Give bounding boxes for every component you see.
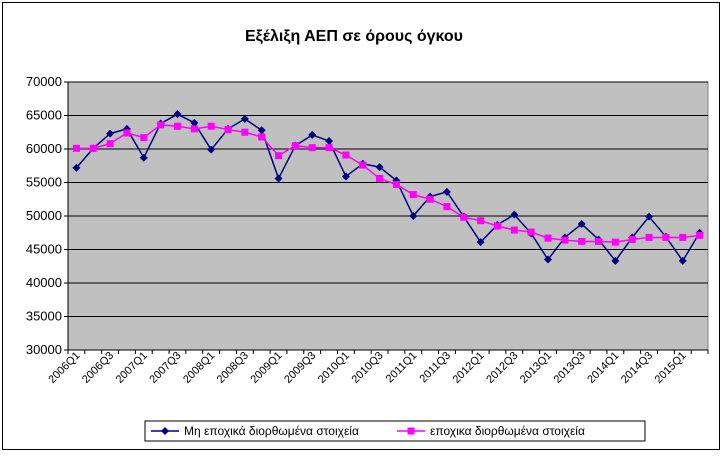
data-point-square [258, 133, 266, 141]
data-point-square [241, 128, 249, 136]
x-tick-label: 2012Q3 [484, 350, 520, 386]
x-tick-label: 2006Q3 [80, 350, 116, 386]
x-tick-label: 2013Q1 [518, 350, 554, 386]
x-tick-label: 2007Q1 [114, 350, 150, 386]
legend-label-2: εποχικα διορθωμένα στοιχεία [430, 424, 585, 438]
data-point-square [106, 140, 114, 148]
data-point-diamond [173, 110, 182, 119]
data-point-diamond [409, 212, 418, 220]
data-point-square [477, 217, 485, 225]
data-point-diamond [476, 238, 485, 247]
series-line-1 [75, 113, 701, 263]
data-point-diamond [257, 126, 266, 135]
data-point-square [561, 236, 569, 244]
data-point-square [696, 231, 704, 239]
legend-box [144, 420, 646, 442]
data-point-diamond [106, 129, 115, 138]
legend-marker-diamond [161, 427, 169, 435]
data-point-square [595, 237, 603, 245]
chart-svg: Εξέλιξη ΑΕΠ σε όρους όγκου 30000 35000 400… [26, 28, 709, 442]
data-point-diamond [510, 210, 519, 219]
data-point-square [493, 222, 501, 230]
data-point-square [359, 161, 367, 169]
y-tick-label: 50000 [26, 208, 62, 223]
data-point-diamond [375, 163, 384, 172]
data-point-square [443, 203, 451, 211]
x-tick-label: 2008Q3 [215, 350, 251, 386]
data-point-square [157, 121, 165, 129]
x-tick-label: 2011Q1 [384, 350, 420, 386]
x-tick-label: 2010Q3 [350, 350, 386, 386]
legend-label-1: Μη εποχικά διορθωμένα στοιχεία [184, 424, 359, 438]
data-point-square [645, 233, 653, 241]
y-tick-label: 40000 [26, 275, 62, 290]
data-point-square [679, 233, 687, 241]
data-point-square [628, 235, 636, 243]
chart-title: Εξέλιξη ΑΕΠ σε όρους όγκου [245, 28, 463, 45]
y-tick-label: 70000 [26, 74, 62, 89]
data-point-square [291, 142, 299, 150]
data-point-square [308, 144, 316, 152]
data-point-square [123, 129, 131, 137]
data-point-diamond [645, 212, 654, 221]
data-point-square [89, 144, 97, 152]
data-point-diamond [72, 163, 81, 172]
data-point-square [392, 181, 400, 189]
data-point-square [72, 144, 80, 152]
x-tick-label: 2007Q3 [147, 350, 183, 386]
data-point-square [544, 234, 552, 242]
x-tick-label: 2009Q3 [282, 350, 318, 386]
data-point-square [578, 237, 586, 245]
data-point-square [426, 195, 434, 203]
y-tick-label: 55000 [26, 175, 62, 190]
y-tick-label: 35000 [26, 309, 62, 324]
data-point-square [460, 213, 468, 221]
x-tick-label: 2008Q1 [181, 350, 217, 386]
y-tick-label: 65000 [26, 108, 62, 123]
data-point-diamond [325, 136, 334, 145]
y-tick-label: 45000 [26, 242, 62, 257]
plot-area: 30000 35000 40000 45000 50000 55000 60000 65000… [26, 74, 709, 386]
y-tick-label: 30000 [26, 342, 62, 357]
data-point-square [207, 122, 215, 130]
data-point-square [611, 238, 619, 246]
data-point-diamond [611, 256, 620, 265]
data-point-diamond [240, 114, 249, 123]
data-point-square [190, 125, 198, 133]
data-point-square [275, 152, 283, 160]
x-tick-label: 2015Q1 [653, 350, 689, 386]
y-tick-label: 60000 [26, 141, 62, 156]
x-tick-label: 2014Q1 [585, 350, 621, 386]
data-point-square [140, 134, 148, 142]
data-point-square [510, 226, 518, 234]
data-point-diamond [190, 118, 199, 127]
data-point-diamond [341, 172, 350, 181]
data-point-square [376, 174, 384, 182]
x-tick-label: 2010Q1 [316, 350, 352, 386]
x-tick-label: 2009Q1 [248, 350, 284, 386]
data-point-diamond [207, 145, 216, 154]
legend-marker-square [407, 427, 415, 435]
x-tick-label: 2012Q1 [451, 350, 487, 386]
data-point-square [409, 191, 417, 199]
data-point-square [224, 126, 232, 134]
data-point-diamond [442, 187, 451, 196]
data-point-square [325, 144, 333, 152]
x-tick-label: 2014Q3 [619, 350, 655, 386]
x-tick-label: 2011Q3 [417, 350, 453, 386]
data-point-diamond [139, 153, 148, 162]
data-point-diamond [577, 220, 586, 229]
data-point-square [342, 151, 350, 159]
data-point-diamond [308, 130, 317, 139]
data-point-diamond [678, 256, 687, 265]
chart-container: Εξέλιξη ΑΕΠ σε όρους όγκου 30000 35000 400… [2, 2, 720, 450]
data-point-square [173, 122, 181, 130]
data-point-diamond [274, 174, 283, 183]
x-tick-label: 2013Q3 [552, 350, 588, 386]
data-point-square [662, 233, 670, 241]
data-point-square [527, 228, 535, 236]
legend: Μη εποχικά διορθωμένα στοιχεία εποχικα δι… [144, 420, 646, 442]
